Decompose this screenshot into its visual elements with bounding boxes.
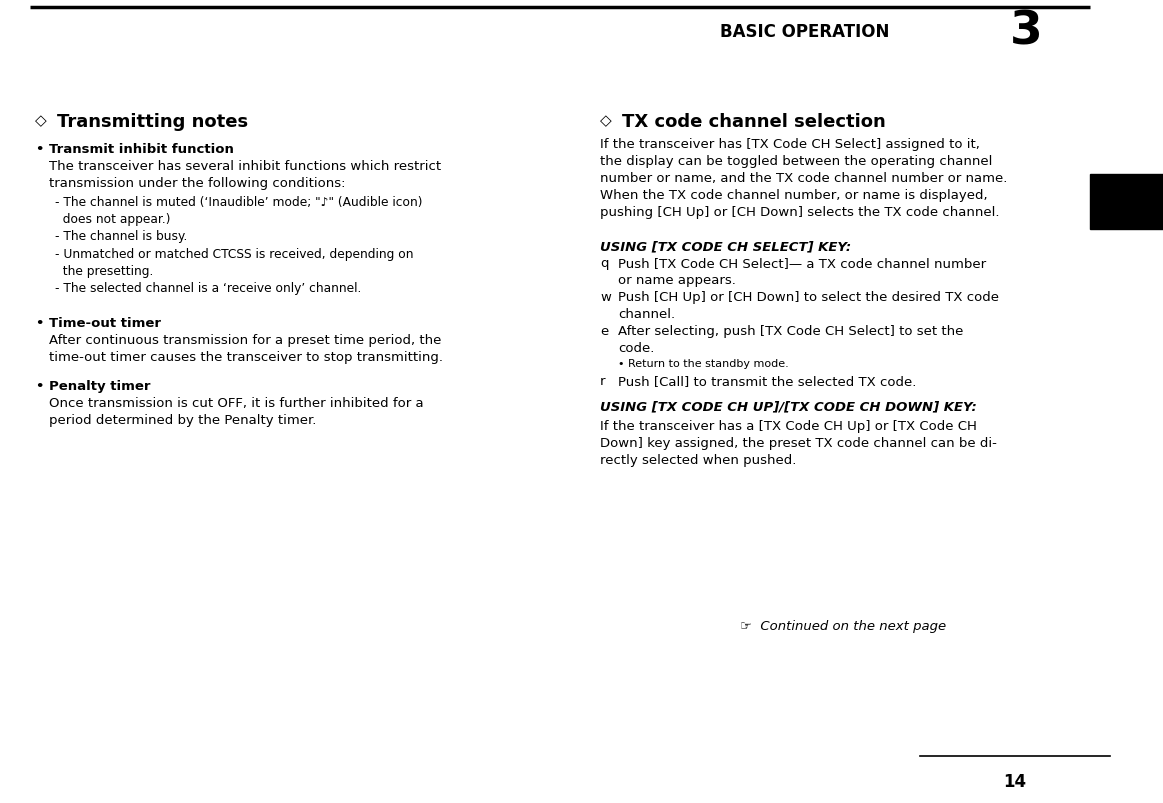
- Text: w: w: [600, 291, 611, 304]
- Text: USING [TX CODE CH UP]/[TX CODE CH DOWN] KEY:: USING [TX CODE CH UP]/[TX CODE CH DOWN] …: [600, 400, 977, 413]
- Text: •: •: [35, 316, 43, 329]
- FancyBboxPatch shape: [1090, 175, 1163, 230]
- Text: ◇: ◇: [600, 113, 612, 128]
- Text: If the transceiver has a [TX Code CH Up] or [TX Code CH
Down] key assigned, the : If the transceiver has a [TX Code CH Up]…: [600, 419, 997, 467]
- Text: •: •: [35, 380, 43, 393]
- Text: q: q: [600, 257, 608, 270]
- Text: BASIC OPERATION: BASIC OPERATION: [720, 23, 890, 41]
- Text: 14: 14: [1004, 772, 1027, 790]
- Text: Push [CH Up] or [CH Down] to select the desired TX code
channel.: Push [CH Up] or [CH Down] to select the …: [618, 291, 999, 320]
- Text: Time-out timer: Time-out timer: [49, 316, 160, 329]
- Text: Push [TX Code CH Select]— a TX code channel number
or name appears.: Push [TX Code CH Select]— a TX code chan…: [618, 257, 986, 287]
- Text: USING [TX CODE CH SELECT] KEY:: USING [TX CODE CH SELECT] KEY:: [600, 240, 851, 253]
- Text: 3: 3: [1009, 10, 1043, 55]
- Text: The transceiver has several inhibit functions which restrict
transmission under : The transceiver has several inhibit func…: [49, 160, 441, 190]
- Text: ☞  Continued on the next page: ☞ Continued on the next page: [740, 619, 947, 632]
- Text: After selecting, push [TX Code CH Select] to set the
code.: After selecting, push [TX Code CH Select…: [618, 324, 963, 355]
- Text: Transmit inhibit function: Transmit inhibit function: [49, 143, 234, 156]
- Text: - The channel is busy.: - The channel is busy.: [55, 230, 187, 243]
- Text: If the transceiver has [TX Code CH Select] assigned to it,
the display can be to: If the transceiver has [TX Code CH Selec…: [600, 138, 1007, 218]
- Text: Once transmission is cut OFF, it is further inhibited for a
period determined by: Once transmission is cut OFF, it is furt…: [49, 397, 423, 426]
- Text: Push [Call] to transmit the selected TX code.: Push [Call] to transmit the selected TX …: [618, 374, 916, 388]
- Text: After continuous transmission for a preset time period, the
time-out timer cause: After continuous transmission for a pres…: [49, 333, 443, 364]
- Text: TX code channel selection: TX code channel selection: [622, 113, 886, 131]
- Text: •: •: [35, 143, 43, 156]
- Text: - The selected channel is a ‘receive only’ channel.: - The selected channel is a ‘receive onl…: [55, 282, 362, 295]
- Text: • Return to the standby mode.: • Return to the standby mode.: [618, 359, 789, 369]
- Text: - The channel is muted (‘Inaudible’ mode; "♪" (Audible icon)
  does not appear.): - The channel is muted (‘Inaudible’ mode…: [55, 196, 422, 226]
- Text: 3: 3: [1118, 190, 1135, 214]
- Text: e: e: [600, 324, 608, 337]
- Text: ◇: ◇: [35, 113, 47, 128]
- Text: - Unmatched or matched CTCSS is received, depending on
  the presetting.: - Unmatched or matched CTCSS is received…: [55, 247, 414, 278]
- Text: Transmitting notes: Transmitting notes: [57, 113, 248, 131]
- Text: r: r: [600, 374, 606, 388]
- Text: Penalty timer: Penalty timer: [49, 380, 150, 393]
